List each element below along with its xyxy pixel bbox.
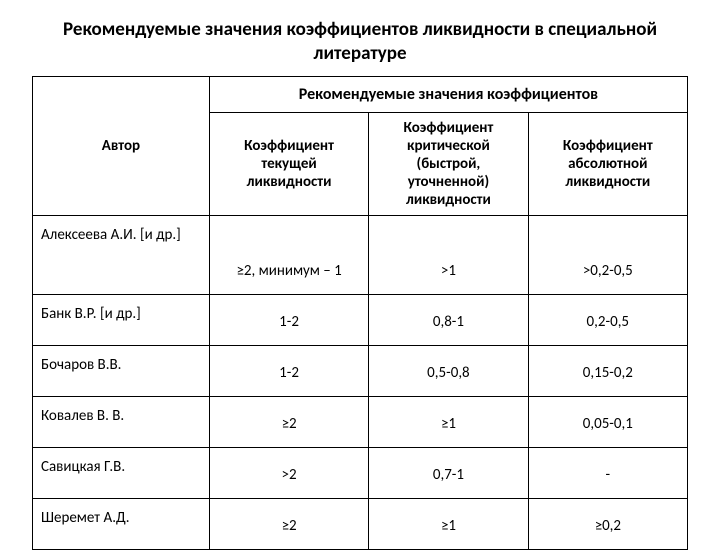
cell-value: 1-2	[209, 345, 368, 396]
cell-value: -	[528, 447, 687, 498]
cell-value: ≥2	[209, 396, 368, 447]
col-header-c2: Коэффициент критической (быстрой, уточне…	[369, 112, 528, 215]
table-row: Алексеева А.И. [и др.] ≥2, минимум – 1 >…	[33, 215, 688, 294]
cell-author: Бочаров В.В.	[33, 345, 210, 396]
col-header-c3: Коэффициент абсолютной ликвидности	[528, 112, 687, 215]
table-row: Савицкая Г.В. >2 0,7-1 -	[33, 447, 688, 498]
cell-value: 0,7-1	[369, 447, 528, 498]
cell-value: >0,2-0,5	[528, 215, 687, 294]
cell-author: Шеремет А.Д.	[33, 498, 210, 549]
cell-value: 1-2	[209, 294, 368, 345]
cell-author: Банк В.Р. [и др.]	[33, 294, 210, 345]
slide: Рекомендуемые значения коэффициентов лик…	[0, 0, 720, 540]
cell-value: ≥2	[209, 498, 368, 549]
page-title: Рекомендуемые значения коэффициентов лик…	[32, 18, 688, 76]
table-row: Бочаров В.В. 1-2 0,5-0,8 0,15-0,2	[33, 345, 688, 396]
cell-author: Савицкая Г.В.	[33, 447, 210, 498]
table-row: Ковалев В. В. ≥2 ≥1 0,05-0,1	[33, 396, 688, 447]
cell-value: 0,5-0,8	[369, 345, 528, 396]
table-row: Банк В.Р. [и др.] 1-2 0,8-1 0,2-0,5	[33, 294, 688, 345]
cell-author: Ковалев В. В.	[33, 396, 210, 447]
table-header-row-1: Автор Рекомендуемые значения коэффициент…	[33, 76, 688, 112]
cell-author: Алексеева А.И. [и др.]	[33, 215, 210, 294]
cell-value: >1	[369, 215, 528, 294]
col-header-super: Рекомендуемые значения коэффициентов	[209, 76, 687, 112]
cell-value: 0,05-0,1	[528, 396, 687, 447]
cell-value: ≥1	[369, 498, 528, 549]
cell-value: ≥1	[369, 396, 528, 447]
col-header-c1: Коэффициент текущей ликвидности	[209, 112, 368, 215]
cell-value: ≥0,2	[528, 498, 687, 549]
col-header-author: Автор	[33, 76, 210, 215]
cell-value: 0,15-0,2	[528, 345, 687, 396]
liquidity-table: Автор Рекомендуемые значения коэффициент…	[32, 76, 688, 550]
cell-value: 0,2-0,5	[528, 294, 687, 345]
cell-value: >2	[209, 447, 368, 498]
cell-value: ≥2, минимум – 1	[209, 215, 368, 294]
cell-value: 0,8-1	[369, 294, 528, 345]
table-row: Шеремет А.Д. ≥2 ≥1 ≥0,2	[33, 498, 688, 549]
